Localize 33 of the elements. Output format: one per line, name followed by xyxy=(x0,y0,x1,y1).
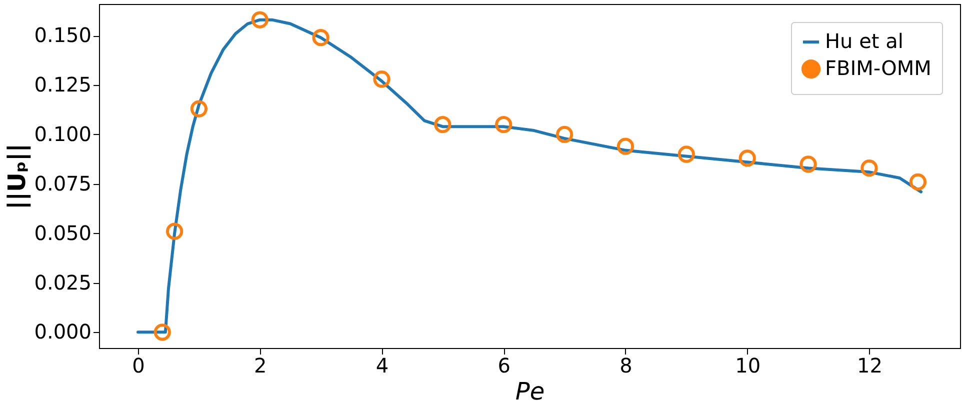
y-tick-label: 0.050 xyxy=(34,220,92,245)
point xyxy=(616,138,634,155)
point xyxy=(860,160,878,177)
point xyxy=(373,70,390,88)
legend-label: Hu et al xyxy=(825,29,904,53)
point xyxy=(738,150,756,167)
x-tick-label: 4 xyxy=(376,354,389,378)
point xyxy=(556,126,574,144)
y-tick-label: 0.075 xyxy=(34,171,92,196)
point xyxy=(251,11,268,28)
x-tick-label: 12 xyxy=(856,354,882,378)
x-tick-label: 8 xyxy=(620,354,632,378)
x-axis-title: Pe xyxy=(515,378,545,406)
x-tick-label: 0 xyxy=(132,354,145,378)
x-tick-label: 2 xyxy=(254,354,267,378)
y-tick-label: 0.150 xyxy=(34,23,92,48)
x-tick-label: 10 xyxy=(735,354,761,378)
y-tick-label: 0.025 xyxy=(34,270,92,294)
y-tick-label: 0.000 xyxy=(34,320,92,344)
point xyxy=(190,100,208,118)
y-tick-label: 0.125 xyxy=(34,72,92,97)
x-tick-label: 6 xyxy=(498,354,510,378)
point xyxy=(678,146,695,163)
y-axis-title: ||Uₚ|| xyxy=(3,143,32,210)
point xyxy=(434,116,452,134)
y-tick-label: 0.100 xyxy=(34,122,92,146)
point xyxy=(495,116,512,134)
point xyxy=(166,222,184,240)
point xyxy=(312,29,330,46)
point xyxy=(154,324,171,341)
legend-label: FBIM-OMM xyxy=(825,56,932,80)
point xyxy=(800,156,817,173)
point xyxy=(909,173,927,190)
